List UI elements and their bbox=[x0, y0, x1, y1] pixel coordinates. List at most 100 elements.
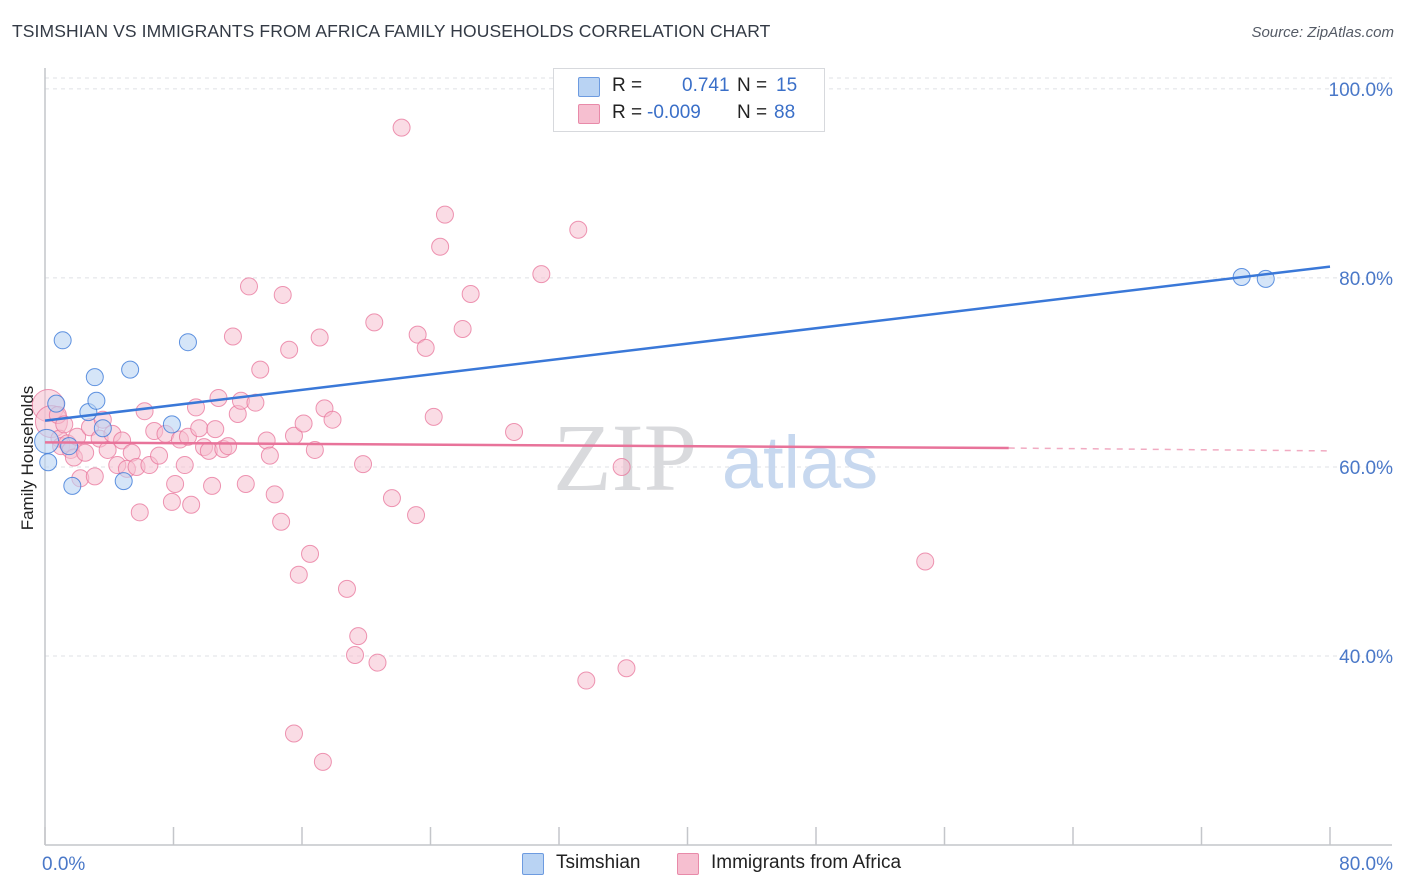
africa-point bbox=[273, 285, 292, 304]
trend-lines bbox=[44, 265, 1331, 452]
watermark-zip: ZIP bbox=[553, 404, 697, 511]
africa-point bbox=[162, 492, 181, 511]
legend-n-value: 88 bbox=[774, 102, 796, 123]
watermark-atlas: atlas bbox=[722, 421, 878, 504]
africa-point bbox=[301, 544, 320, 563]
africa-point bbox=[323, 410, 342, 429]
africa-point bbox=[113, 431, 132, 450]
africa-point bbox=[461, 284, 480, 303]
africa-point bbox=[76, 443, 95, 462]
africa-point bbox=[313, 752, 332, 771]
tsimshian-legend-swatch bbox=[522, 853, 544, 875]
y-tick-label: 80.0% bbox=[1339, 269, 1393, 290]
x-tick-label: 80.0% bbox=[1339, 854, 1393, 875]
africa-point bbox=[435, 205, 454, 224]
africa-point bbox=[251, 360, 270, 379]
africa-point bbox=[407, 506, 426, 525]
watermark: ZIP atlas bbox=[553, 404, 878, 511]
africa-point bbox=[130, 503, 149, 522]
africa-point bbox=[166, 474, 185, 493]
africa-point bbox=[284, 724, 303, 743]
africa-point bbox=[612, 457, 631, 476]
africa-point bbox=[135, 402, 154, 421]
tsimshian-point bbox=[39, 453, 58, 472]
africa-point bbox=[416, 338, 435, 357]
tick-labels: 40.0% 60.0% 80.0% 100.0% 0.0% 80.0% bbox=[42, 80, 1393, 875]
legend-n-label: N = bbox=[737, 75, 768, 96]
source-label: Source: ZipAtlas.com bbox=[1251, 24, 1394, 41]
africa-point bbox=[569, 220, 588, 239]
tsimshian-point bbox=[178, 333, 197, 352]
africa-point bbox=[175, 456, 194, 475]
tsimshian-point bbox=[47, 394, 66, 413]
africa-point bbox=[431, 237, 450, 256]
africa-point bbox=[365, 313, 384, 332]
tsimshian-point bbox=[121, 360, 140, 379]
y-tick-label: 100.0% bbox=[1329, 80, 1394, 101]
africa-point bbox=[392, 118, 411, 137]
legend-r-label: R = bbox=[612, 75, 643, 96]
africa-point bbox=[532, 265, 551, 284]
africa-point bbox=[203, 476, 222, 495]
africa-point bbox=[453, 319, 472, 338]
africa-point bbox=[505, 422, 524, 441]
tsimshian-point bbox=[93, 419, 112, 438]
tsimshian-legend-label: Tsimshian bbox=[556, 852, 641, 873]
x-tick-label: 0.0% bbox=[42, 854, 85, 875]
africa-point bbox=[305, 440, 324, 459]
africa-point bbox=[150, 446, 169, 465]
africa-point bbox=[223, 327, 242, 346]
africa-point bbox=[354, 455, 373, 474]
tsimshian-trend-line bbox=[44, 265, 1331, 422]
legend-n-value: 15 bbox=[776, 75, 798, 96]
africa-point bbox=[294, 414, 313, 433]
africa-point bbox=[382, 489, 401, 508]
africa-swatch bbox=[578, 104, 600, 124]
africa-point bbox=[265, 485, 284, 504]
gridlines bbox=[45, 77, 1392, 657]
tsimshian-point bbox=[162, 415, 181, 434]
tsimshian-point bbox=[85, 368, 104, 387]
africa-point bbox=[310, 328, 329, 347]
africa-point bbox=[85, 467, 104, 486]
africa-trend-extension bbox=[1008, 447, 1331, 452]
africa-legend-label: Immigrants from Africa bbox=[711, 852, 902, 873]
africa-point bbox=[346, 646, 365, 665]
africa-point bbox=[289, 565, 308, 584]
legend-n-label: N = bbox=[737, 102, 768, 123]
y-tick-label: 40.0% bbox=[1339, 647, 1393, 668]
africa-point bbox=[239, 277, 258, 296]
africa-point bbox=[916, 552, 935, 571]
africa-point bbox=[219, 437, 238, 456]
africa-point bbox=[260, 446, 279, 465]
africa-point bbox=[337, 579, 356, 598]
africa-point bbox=[182, 495, 201, 514]
tsimshian-point bbox=[87, 391, 106, 410]
africa-point bbox=[272, 512, 291, 531]
y-tick-label: 60.0% bbox=[1339, 458, 1393, 479]
africa-point bbox=[368, 653, 387, 672]
africa-point bbox=[280, 340, 299, 359]
africa-point bbox=[206, 420, 225, 439]
tsimshian-point bbox=[114, 472, 133, 491]
legend-r-value: 0.741 bbox=[682, 75, 730, 96]
africa-point bbox=[617, 659, 636, 678]
legend-r-value: -0.009 bbox=[647, 102, 701, 123]
africa-point bbox=[236, 474, 255, 493]
tsimshian-swatch bbox=[578, 77, 600, 97]
africa-point bbox=[190, 419, 209, 438]
legend-r-label: R = bbox=[612, 102, 643, 123]
africa-point bbox=[55, 415, 74, 434]
africa-legend-swatch bbox=[677, 853, 699, 875]
africa-trend-line bbox=[44, 441, 1009, 450]
axes bbox=[44, 68, 1392, 846]
tsimshian-point bbox=[53, 331, 72, 350]
correlation-legend: R = 0.741 N = 15 R = -0.009 N = 88 bbox=[553, 68, 825, 132]
africa-point bbox=[577, 671, 596, 690]
africa-point bbox=[408, 325, 427, 344]
tsimshian-point bbox=[63, 476, 82, 495]
africa-point bbox=[257, 431, 276, 450]
africa-point bbox=[424, 407, 443, 426]
africa-point bbox=[349, 627, 368, 646]
